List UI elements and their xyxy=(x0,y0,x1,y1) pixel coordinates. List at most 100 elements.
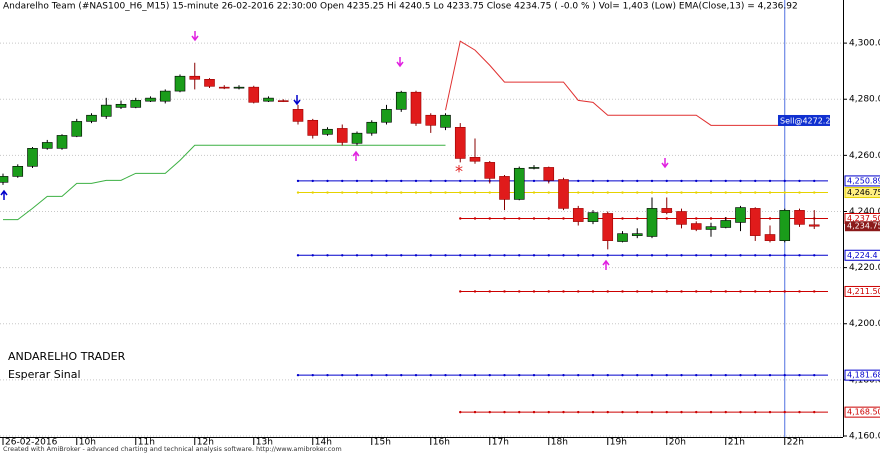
level-dot xyxy=(798,373,801,377)
level-dot xyxy=(400,191,403,194)
level-dot xyxy=(532,373,536,377)
level-dot xyxy=(370,373,373,377)
level-dot xyxy=(488,191,491,194)
arrow xyxy=(602,259,610,270)
candle-body xyxy=(705,226,717,230)
level-dot xyxy=(547,217,550,220)
level-dot xyxy=(488,290,491,293)
candle-body xyxy=(189,75,201,80)
last-price-label: 4,234.75 xyxy=(847,222,880,231)
level-dot xyxy=(783,179,786,183)
level-dot xyxy=(754,373,757,377)
level-dot xyxy=(591,290,595,293)
level-dot xyxy=(650,191,654,194)
candle-body xyxy=(646,208,658,237)
level-dot xyxy=(532,217,536,220)
candle-body xyxy=(100,104,112,117)
level-dot xyxy=(650,410,654,414)
level-dot xyxy=(547,290,550,293)
level-dot xyxy=(503,373,506,377)
level-dot xyxy=(532,290,536,293)
level-dot xyxy=(680,373,683,377)
x-tick-label: 22h xyxy=(787,438,804,448)
level-dot xyxy=(768,191,772,194)
level-dot xyxy=(326,191,329,194)
level-dot xyxy=(621,410,624,414)
level-dot xyxy=(709,191,713,194)
level-dot xyxy=(400,373,403,377)
arrow xyxy=(293,95,301,106)
candle-body xyxy=(440,114,451,128)
level-tag xyxy=(844,369,880,381)
level-dot xyxy=(518,290,521,293)
level-dot xyxy=(562,217,565,220)
candle-body xyxy=(454,126,466,159)
level-dot xyxy=(355,254,359,257)
level-dot xyxy=(665,179,668,183)
level-tag xyxy=(844,175,880,187)
x-tick-label: 11h xyxy=(138,438,155,448)
level-dot xyxy=(739,191,742,194)
candle-body xyxy=(558,179,569,209)
level-dot xyxy=(459,254,462,257)
level-label: 4,224.4 xyxy=(847,251,878,260)
level-dot xyxy=(473,217,477,220)
level-dot xyxy=(414,191,418,194)
level-dot xyxy=(355,179,359,183)
level-dot xyxy=(385,254,388,257)
level-tag xyxy=(844,187,880,199)
level-dot xyxy=(783,254,786,257)
candle-body xyxy=(676,211,687,225)
level-dot xyxy=(783,290,786,293)
y-tick-label: 4,280.0 xyxy=(849,95,880,105)
candle-body xyxy=(336,128,348,143)
signal-arrows: * xyxy=(0,31,669,270)
level-dot xyxy=(665,290,668,293)
level-dot xyxy=(636,191,639,194)
level-dot xyxy=(768,410,772,414)
y-tick-label: 4,260.0 xyxy=(849,151,880,161)
level-dot xyxy=(813,290,816,293)
footer: Created with AmiBroker - advanced charti… xyxy=(3,445,342,453)
x-tick-label: 14h xyxy=(315,438,332,448)
candle-body xyxy=(248,86,260,103)
candle-body xyxy=(720,220,732,228)
x-tick-label: 18h xyxy=(551,438,568,448)
level-dot xyxy=(459,191,462,194)
chart-title: Andarelho Team (#NAS100_H6_M15) 15-minut… xyxy=(3,2,798,12)
candle-body xyxy=(307,119,319,136)
level-dot xyxy=(473,290,477,293)
candle-body xyxy=(690,223,702,230)
level-dot xyxy=(577,179,580,183)
candle-body xyxy=(218,86,230,89)
level-dot xyxy=(783,191,786,194)
candle-body xyxy=(499,176,510,200)
candle-body xyxy=(0,176,9,183)
level-dot xyxy=(606,179,609,183)
level-dot xyxy=(547,191,550,194)
level-dot xyxy=(459,290,462,293)
level-dot xyxy=(385,373,388,377)
candle-body xyxy=(764,234,776,241)
level-dot xyxy=(414,179,418,183)
level-dot xyxy=(429,373,432,377)
level-dot xyxy=(813,373,816,377)
level-dot xyxy=(341,373,344,377)
level-dot xyxy=(665,217,668,220)
level-tag xyxy=(844,406,880,418)
level-dot xyxy=(429,254,432,257)
level-dot xyxy=(798,410,801,414)
level-dot xyxy=(547,410,550,414)
level-dot xyxy=(444,191,447,194)
candle-body xyxy=(484,162,496,179)
level-dot xyxy=(488,373,491,377)
x-tick-label: 10h xyxy=(79,438,96,448)
level-dot xyxy=(400,179,403,183)
level-dot xyxy=(813,410,816,414)
level-dot xyxy=(768,290,772,293)
level-dot xyxy=(636,290,639,293)
level-dot xyxy=(385,191,388,194)
level-dot xyxy=(414,254,418,257)
level-dot xyxy=(783,410,786,414)
